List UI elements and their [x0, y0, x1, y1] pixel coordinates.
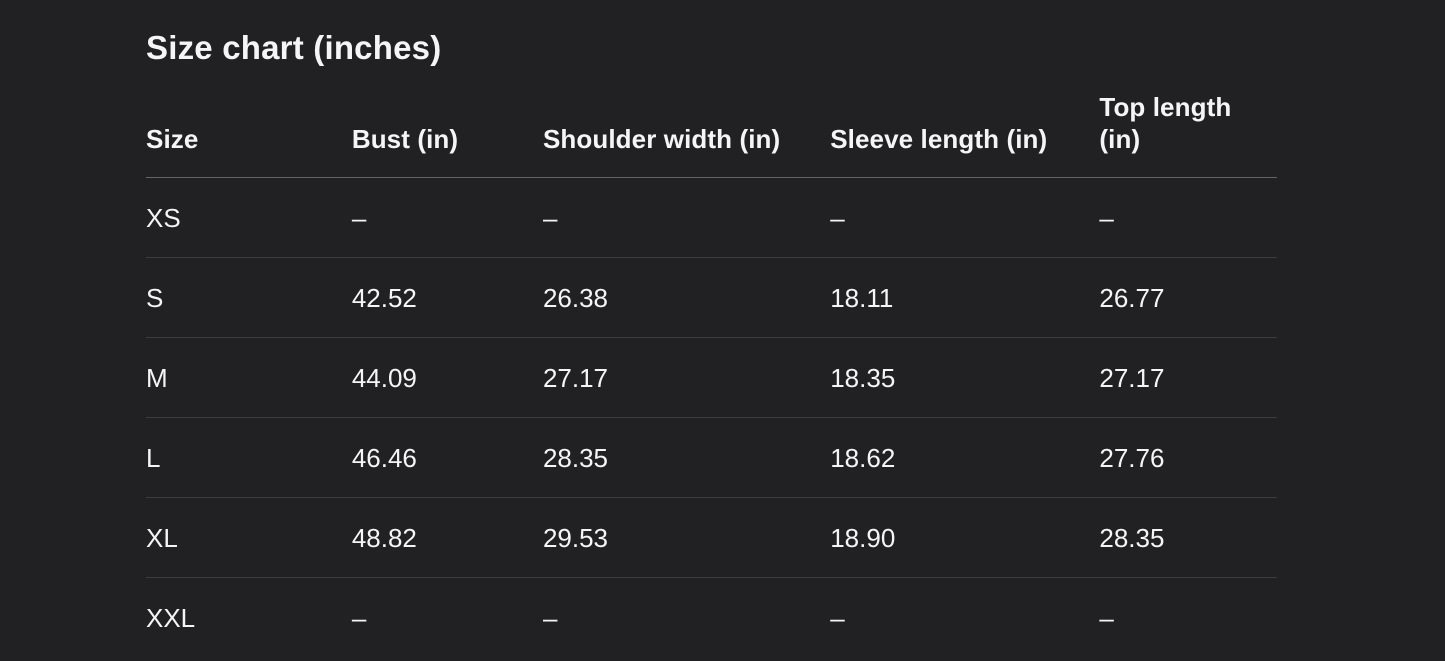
- column-header-bust: Bust (in): [351, 82, 543, 178]
- value-cell: –: [542, 603, 558, 633]
- value-cell: –: [542, 177, 831, 258]
- value-cell: 26.77: [1099, 257, 1277, 338]
- size-cell: S: [146, 257, 352, 338]
- value-cell: 18.35: [830, 337, 1100, 418]
- value-cell: –: [1099, 603, 1114, 633]
- value-cell: 27.76: [1099, 417, 1277, 498]
- table-row-m: M 44.09 27.17 18.35 27.17: [146, 337, 1277, 418]
- value-cell: 18.11: [830, 257, 1100, 338]
- value-cell: 48.82: [351, 497, 543, 578]
- value-cell: –: [830, 177, 1100, 258]
- column-header-size: Size: [146, 82, 352, 178]
- size-chart-table: Size Bust (in) Shoulder width (in) Sleev…: [146, 82, 1277, 657]
- size-cell: XXL: [146, 603, 196, 633]
- table-row-s: S 42.52 26.38 18.11 26.77: [146, 257, 1277, 338]
- value-cell: 46.46: [351, 417, 543, 498]
- table-row-xl: XL 48.82 29.53 18.90 28.35: [146, 497, 1277, 578]
- value-cell: –: [830, 603, 845, 633]
- column-header-shoulder-width: Shoulder width (in): [542, 82, 831, 178]
- table-row-xxl: XXL – – – –: [146, 578, 1277, 658]
- value-cell: 27.17: [1099, 337, 1277, 418]
- value-cell: 29.53: [542, 497, 831, 578]
- size-cell: M: [146, 337, 352, 418]
- value-cell: 26.38: [542, 257, 831, 338]
- value-cell: 18.62: [830, 417, 1100, 498]
- value-cell: 42.52: [351, 257, 543, 338]
- column-header-top-length: Top length (in): [1099, 82, 1277, 178]
- value-cell: –: [351, 603, 367, 633]
- table-row-l: L 46.46 28.35 18.62 27.76: [146, 417, 1277, 498]
- size-cell: XS: [146, 177, 352, 258]
- value-cell: 27.17: [542, 337, 831, 418]
- section-title: Size chart (inches): [146, 29, 442, 66]
- value-cell: 44.09: [351, 337, 543, 418]
- table-header-row: Size Bust (in) Shoulder width (in) Sleev…: [146, 82, 1277, 178]
- value-cell: –: [1099, 177, 1277, 258]
- table-row-xs: XS – – – –: [146, 177, 1277, 258]
- value-cell: 28.35: [1099, 497, 1277, 578]
- value-cell: 28.35: [542, 417, 831, 498]
- size-cell: XL: [146, 497, 352, 578]
- size-cell: L: [146, 417, 352, 498]
- column-header-sleeve-length: Sleeve length (in): [830, 82, 1100, 178]
- size-chart-section: Size chart (inches) Size Bust (in) Shoul…: [146, 0, 1277, 657]
- value-cell: –: [351, 177, 543, 258]
- value-cell: 18.90: [830, 497, 1100, 578]
